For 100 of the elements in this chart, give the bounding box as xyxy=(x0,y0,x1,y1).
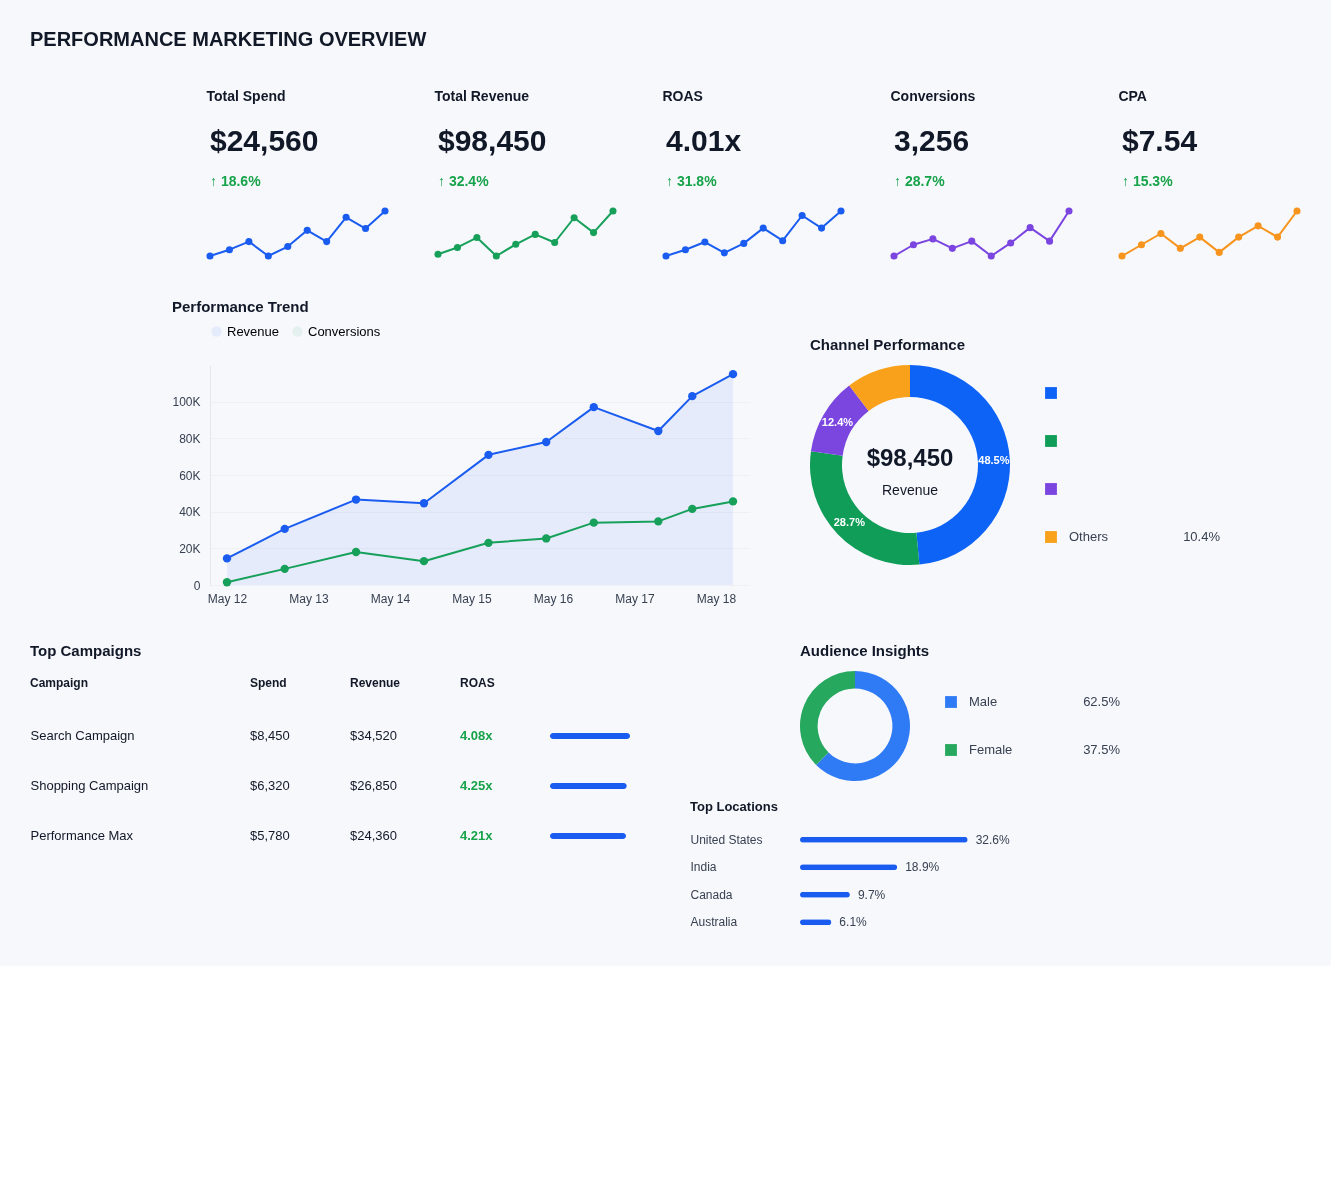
point xyxy=(323,238,331,246)
data-label: 48.5% xyxy=(978,454,1010,467)
y-tick-label: 20K xyxy=(179,541,201,556)
text: ↑ 15.3% xyxy=(1122,173,1174,189)
point xyxy=(1215,248,1223,256)
point xyxy=(206,252,214,260)
point xyxy=(342,213,350,221)
text: $24,560 xyxy=(210,124,319,157)
x-tick-label: May 12 xyxy=(207,591,248,606)
point xyxy=(909,241,917,249)
chart-title: Conversions xyxy=(890,88,976,104)
y-tick-label: Canada xyxy=(690,887,733,902)
x-tick-label: May 17 xyxy=(615,591,656,606)
y-tick-label: 40K xyxy=(179,505,201,520)
point xyxy=(303,226,311,234)
point xyxy=(1176,244,1184,252)
point xyxy=(284,243,292,251)
y-tick-label: Performance Max xyxy=(30,828,134,843)
text: ROAS xyxy=(460,676,495,690)
text: $7.54 xyxy=(1122,124,1198,157)
data-label: 62.5% xyxy=(1083,694,1121,709)
data-label: 10.4% xyxy=(1183,529,1221,544)
point xyxy=(453,243,461,251)
x-tick-label: May 14 xyxy=(370,591,411,606)
text: $24,360 xyxy=(350,828,397,843)
point xyxy=(551,238,559,247)
text: 4.01x xyxy=(666,124,742,157)
point xyxy=(570,214,578,222)
x-tick-label: May 16 xyxy=(533,591,574,606)
legend-label: Male xyxy=(969,694,998,709)
point xyxy=(1235,233,1243,241)
donut-slice xyxy=(800,671,855,765)
chart-title: Total Spend xyxy=(206,88,286,104)
text: 3,256 xyxy=(894,124,970,157)
chart-title: CPA xyxy=(1118,88,1147,104)
point xyxy=(1293,207,1301,215)
point xyxy=(929,235,937,243)
x-tick-label: May 18 xyxy=(696,591,737,606)
legend-label: Revenue xyxy=(227,323,280,339)
text: Top Campaigns xyxy=(30,642,142,659)
text: PERFORMANCE MARKETING OVERVIEW xyxy=(30,28,427,50)
text: $98,450 xyxy=(438,124,547,157)
text: ↑ 28.7% xyxy=(894,173,946,189)
chart-title: Audience Insights xyxy=(800,642,930,659)
text: 4.25x xyxy=(460,778,494,793)
point xyxy=(512,240,520,248)
data-label: 32.6% xyxy=(975,832,1011,847)
point xyxy=(1254,222,1262,230)
y-tick-label: 60K xyxy=(179,468,201,483)
point xyxy=(720,249,728,257)
legend-label: Female xyxy=(969,742,1013,757)
chart-title: Top Locations xyxy=(690,799,778,814)
point xyxy=(245,238,253,246)
point xyxy=(264,252,272,260)
point xyxy=(681,246,689,254)
point xyxy=(1118,252,1126,260)
data-label: 37.5% xyxy=(1083,742,1121,757)
data-label: 28.7% xyxy=(833,516,866,529)
point xyxy=(1137,241,1145,249)
point xyxy=(740,239,748,247)
chart-title: Total Revenue xyxy=(434,88,530,104)
point xyxy=(987,252,995,260)
point xyxy=(968,237,976,245)
data-label: 9.7% xyxy=(857,887,886,902)
chart-title: Performance Trend xyxy=(171,298,309,315)
y-tick-label: Australia xyxy=(690,915,738,930)
point xyxy=(434,250,442,258)
donut-slice xyxy=(810,385,869,456)
text: 4.08x xyxy=(460,728,494,743)
y-tick-label: United States xyxy=(690,832,763,847)
point xyxy=(531,230,539,238)
point xyxy=(492,252,500,260)
point xyxy=(1026,224,1034,232)
text: $98,450 xyxy=(866,444,954,471)
x-tick-label: May 13 xyxy=(289,591,329,606)
text: $6,320 xyxy=(250,778,290,793)
point xyxy=(1196,233,1204,241)
point xyxy=(759,224,767,232)
text: $8,450 xyxy=(250,728,290,743)
point xyxy=(1046,237,1054,245)
point xyxy=(1007,239,1015,247)
data-label: 12.4% xyxy=(821,415,854,428)
y-tick-label: Shopping Campaign xyxy=(30,778,149,793)
donut-slice xyxy=(849,365,910,412)
text: $5,780 xyxy=(250,828,290,843)
point xyxy=(837,207,845,215)
text: Revenue xyxy=(350,676,401,690)
point xyxy=(662,252,670,260)
point xyxy=(890,252,898,260)
point xyxy=(798,211,806,220)
point xyxy=(381,207,389,215)
point xyxy=(1065,207,1073,215)
y-tick-label: 100K xyxy=(172,395,201,410)
x-tick-label: May 15 xyxy=(452,591,493,606)
point xyxy=(590,229,598,237)
chart-title: Channel Performance xyxy=(810,336,966,353)
point xyxy=(779,237,787,245)
text: ↑ 31.8% xyxy=(666,173,718,189)
text: Campaign xyxy=(30,676,89,690)
text: Spend xyxy=(250,676,287,690)
